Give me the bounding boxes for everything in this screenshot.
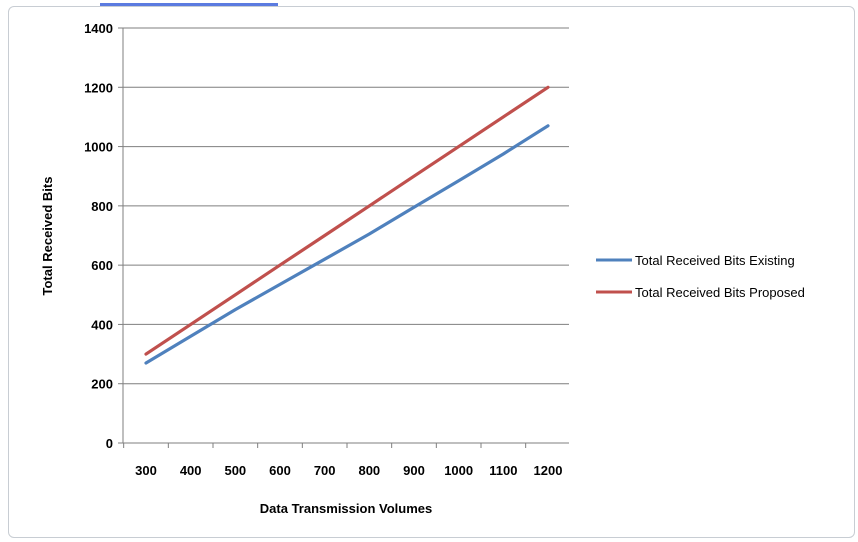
x-tick-label: 700: [314, 463, 336, 478]
y-tick-label: 0: [106, 436, 113, 451]
x-tick-label: 1200: [534, 463, 563, 478]
y-tick-label: 1200: [84, 80, 113, 95]
x-tick-labels: 300 400 500 600 700 800 900 1000 1100 1200: [135, 463, 562, 478]
y-tick-label: 400: [91, 317, 113, 332]
x-tick-label: 400: [180, 463, 202, 478]
y-tick-labels: 0 200 400 600 800 1000 1200 1400: [84, 21, 113, 451]
x-tick-label: 1100: [489, 463, 517, 478]
series-lines: [144, 85, 550, 365]
legend: Total Received Bits Existing Total Receiv…: [596, 253, 805, 300]
legend-label: Total Received Bits Proposed: [635, 285, 805, 300]
grid-lines: [123, 27, 569, 385]
x-tick-label: 800: [358, 463, 380, 478]
series-line-1: [144, 124, 550, 365]
y-axis-title: Total Received Bits: [40, 177, 55, 296]
y-tick-label: 200: [91, 377, 113, 392]
x-tick-label: 500: [224, 463, 246, 478]
series-line-2: [144, 85, 550, 356]
x-axis-title: Data Transmission Volumes: [260, 501, 432, 516]
y-tick-label: 1000: [84, 140, 113, 155]
x-tick-label: 1000: [444, 463, 473, 478]
x-tick-label: 900: [403, 463, 425, 478]
y-tick-label: 800: [91, 199, 113, 214]
y-tick-label: 600: [91, 258, 113, 273]
legend-label: Total Received Bits Existing: [635, 253, 795, 268]
decorative-bar: [100, 3, 278, 6]
x-tick-label: 300: [135, 463, 157, 478]
chart-frame: [8, 6, 855, 538]
axes: [118, 27, 569, 448]
x-tick-label: 600: [269, 463, 291, 478]
y-tick-label: 1400: [84, 21, 113, 36]
